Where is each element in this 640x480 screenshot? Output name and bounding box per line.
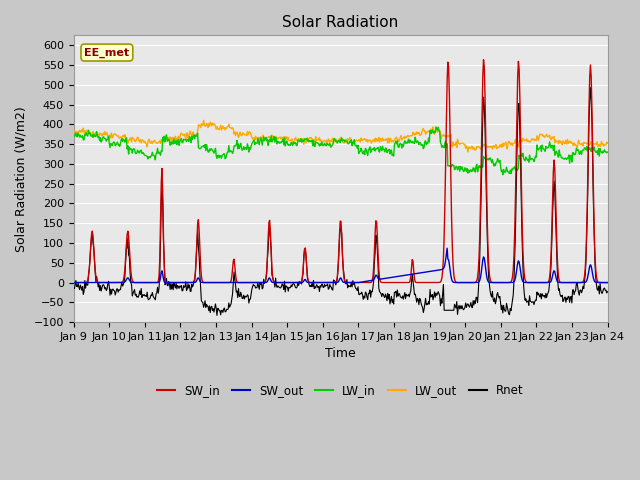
Line: SW_in: SW_in xyxy=(74,60,607,283)
Line: SW_out: SW_out xyxy=(74,248,607,283)
LW_in xyxy=(421,139,429,144)
Rnet xyxy=(70,285,77,290)
Text: EE_met: EE_met xyxy=(84,48,129,58)
LW_in xyxy=(189,136,196,142)
Rnet xyxy=(79,291,87,297)
SW_out xyxy=(79,280,87,286)
SW_in xyxy=(134,280,142,286)
LW_in xyxy=(70,132,77,138)
LW_out xyxy=(406,133,414,139)
LW_out xyxy=(422,132,429,137)
SW_in xyxy=(406,278,414,284)
Line: LW_in: LW_in xyxy=(74,127,607,175)
SW_in xyxy=(79,280,87,286)
Line: Rnet: Rnet xyxy=(74,88,607,315)
SW_out xyxy=(604,280,611,286)
LW_in xyxy=(79,137,87,143)
LW_out xyxy=(134,135,142,141)
Legend: SW_in, SW_out, LW_in, LW_out, Rnet: SW_in, SW_out, LW_in, LW_out, Rnet xyxy=(152,380,529,402)
Y-axis label: Solar Radiation (W/m2): Solar Radiation (W/m2) xyxy=(15,106,28,252)
LW_out xyxy=(79,125,87,131)
LW_out xyxy=(200,118,207,123)
Rnet xyxy=(218,308,225,313)
SW_in xyxy=(604,280,611,286)
LW_in xyxy=(217,153,225,159)
Rnet xyxy=(134,294,142,300)
Rnet xyxy=(189,284,196,290)
SW_out xyxy=(217,280,225,286)
SW_out xyxy=(70,280,77,286)
SW_in xyxy=(422,280,429,286)
X-axis label: Time: Time xyxy=(325,348,356,360)
Rnet xyxy=(604,289,611,295)
SW_out xyxy=(444,245,451,251)
LW_out xyxy=(604,140,611,146)
LW_in xyxy=(604,149,611,155)
SW_in xyxy=(479,57,487,62)
LW_in xyxy=(499,172,507,178)
SW_in xyxy=(217,280,225,286)
SW_in xyxy=(70,280,77,286)
Rnet xyxy=(213,312,221,318)
Rnet xyxy=(406,290,414,296)
SW_out xyxy=(421,269,429,275)
Title: Solar Radiation: Solar Radiation xyxy=(282,15,399,30)
LW_out xyxy=(70,128,77,134)
LW_in xyxy=(432,124,440,130)
Rnet xyxy=(422,296,429,301)
LW_out xyxy=(189,132,196,137)
Line: LW_out: LW_out xyxy=(74,120,607,152)
SW_out xyxy=(405,272,413,277)
LW_out xyxy=(464,149,472,155)
LW_in xyxy=(134,148,142,154)
Rnet xyxy=(587,85,595,91)
LW_out xyxy=(218,127,225,133)
SW_in xyxy=(189,280,196,286)
SW_out xyxy=(189,280,196,286)
SW_out xyxy=(134,280,142,286)
SW_in xyxy=(394,280,401,286)
LW_in xyxy=(405,140,413,146)
